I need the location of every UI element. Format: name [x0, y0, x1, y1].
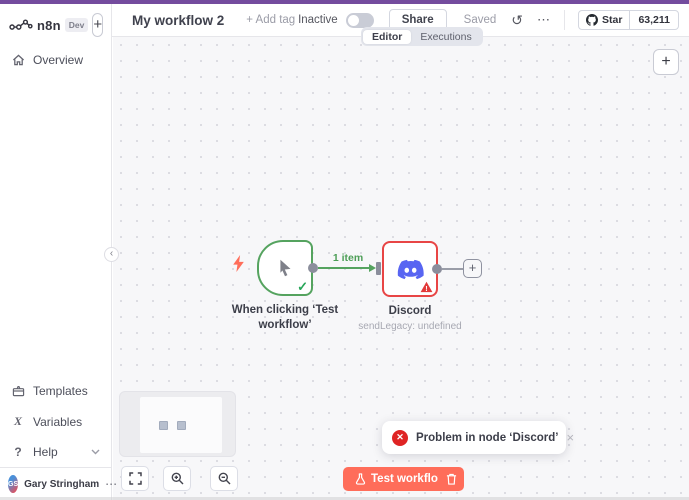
fit-view-button[interactable]	[121, 466, 149, 491]
connection-line[interactable]	[318, 267, 371, 269]
sidebar-header: n8n Dev +	[0, 4, 111, 45]
env-badge: Dev	[64, 18, 89, 32]
view-tabs: Editor Executions	[361, 27, 483, 46]
variables-icon: X	[13, 414, 22, 428]
flask-icon	[355, 473, 366, 485]
error-toast[interactable]: ✕ Problem in node ‘Discord’ ×	[382, 421, 574, 454]
zoom-in-button[interactable]	[163, 466, 191, 491]
fit-view-icon	[128, 472, 142, 485]
avatar: GS	[8, 475, 19, 493]
discord-icon	[397, 259, 424, 279]
sidebar-item-variables[interactable]: X Variables	[0, 406, 111, 437]
pending-connection-line	[442, 268, 463, 270]
github-icon	[586, 14, 599, 26]
workflow-status-label: Inactive	[298, 14, 338, 26]
sidebar-item-label: Variables	[33, 414, 83, 429]
add-node-button[interactable]: +	[653, 49, 679, 75]
brand-name: n8n	[37, 17, 61, 33]
active-toggle[interactable]	[345, 12, 374, 28]
zoom-out-button[interactable]	[210, 466, 238, 491]
connection-arrow	[369, 264, 376, 272]
n8n-logo-icon	[9, 18, 33, 32]
star-count: 63,211	[638, 14, 670, 26]
minimap-node	[177, 421, 186, 430]
cursor-icon	[280, 259, 291, 277]
delete-button[interactable]	[438, 467, 464, 491]
tab-editor[interactable]: Editor	[363, 29, 412, 44]
user-more-icon[interactable]: ⋯	[105, 477, 119, 491]
discord-input-handle[interactable]	[376, 262, 381, 275]
sidebar-item-label: Templates	[33, 384, 88, 398]
github-star-widget[interactable]: Star 63,211	[578, 10, 679, 30]
discord-output-handle[interactable]	[432, 264, 442, 274]
sidebar: n8n Dev + Overview	[0, 4, 117, 500]
top-purple-strip	[0, 0, 689, 4]
toggle-knob	[347, 14, 359, 26]
discord-node-label: Discord sendLegacy: undefined	[340, 304, 480, 333]
toast-message: Problem in node ‘Discord’	[416, 431, 559, 444]
tab-executions[interactable]: Executions	[420, 30, 472, 43]
home-icon	[11, 54, 25, 66]
trigger-node-label: When clicking ‘Test workflow’	[231, 304, 339, 331]
sidebar-item-overview[interactable]: Overview	[0, 45, 111, 75]
node-manual-trigger[interactable]: ✓	[257, 240, 313, 296]
header-divider	[564, 10, 566, 30]
error-warning-icon: !	[420, 281, 433, 293]
zoom-out-icon	[218, 472, 230, 485]
zoom-in-icon	[171, 472, 183, 485]
workflow-more-icon[interactable]: ⋯	[537, 12, 552, 27]
saved-status: Saved	[463, 14, 497, 26]
discord-node-title: Discord	[388, 305, 432, 317]
sidebar-collapse-button[interactable]: ‹	[104, 247, 119, 262]
new-workflow-button[interactable]: +	[92, 13, 104, 37]
toast-close-icon[interactable]: ×	[566, 430, 575, 445]
github-star-button[interactable]: Star	[579, 11, 631, 29]
test-workflow-label: Test workflow	[371, 473, 447, 485]
history-icon[interactable]: ↺	[511, 12, 524, 28]
sidebar-bottom-group: Templates X Variables ? Help	[0, 376, 111, 467]
trigger-output-handle[interactable]	[308, 263, 318, 273]
svg-text:!: !	[425, 284, 427, 293]
workflow-title[interactable]: My workflow 2	[132, 12, 225, 28]
minimap[interactable]	[119, 391, 236, 457]
connection-items-label: 1 item	[332, 252, 364, 264]
sidebar-item-label: Help	[33, 445, 58, 459]
chevron-down-icon	[91, 449, 100, 455]
user-menu[interactable]: GS Gary Stringham ⋯	[0, 467, 117, 500]
add-tag-button[interactable]: + Add tag	[246, 14, 296, 26]
discord-node-subtitle: sendLegacy: undefined	[358, 320, 462, 332]
minimap-node	[159, 421, 168, 430]
error-circle-icon: ✕	[392, 429, 408, 446]
sidebar-item-help[interactable]: ? Help	[0, 437, 111, 467]
star-label: Star	[602, 14, 623, 26]
help-icon: ?	[14, 445, 22, 459]
append-node-button[interactable]: +	[463, 259, 482, 278]
trash-icon	[446, 473, 456, 485]
success-check-icon: ✓	[297, 279, 308, 294]
header-actions: Inactive Share Saved ↺ ⋯ Star 63,211	[298, 9, 679, 31]
sidebar-item-templates[interactable]: Templates	[0, 376, 111, 406]
sidebar-item-label: Overview	[33, 53, 84, 67]
screenshot-edge-artifact	[0, 497, 689, 500]
node-discord[interactable]: !	[382, 241, 438, 297]
trigger-bolt-icon	[232, 255, 245, 272]
templates-icon	[11, 385, 25, 397]
user-name: Gary Stringham	[24, 478, 100, 490]
